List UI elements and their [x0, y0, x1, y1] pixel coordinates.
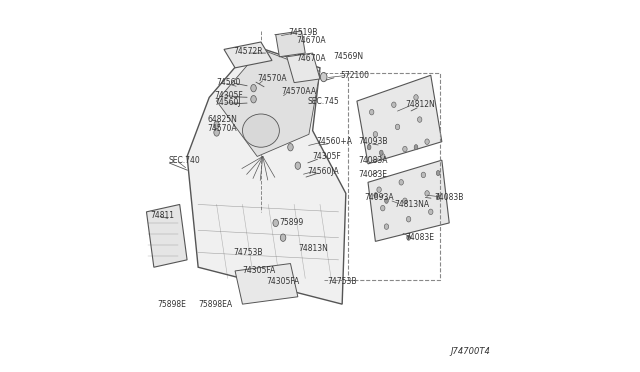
Text: 74560+A: 74560+A: [316, 137, 352, 146]
Ellipse shape: [403, 198, 407, 203]
Polygon shape: [216, 49, 320, 157]
Text: 75898EA: 75898EA: [198, 300, 232, 309]
Polygon shape: [147, 205, 187, 267]
Text: 74083E: 74083E: [405, 233, 434, 242]
Text: 74305F: 74305F: [215, 91, 244, 100]
Polygon shape: [187, 46, 346, 304]
Text: 74305FA: 74305FA: [243, 266, 276, 275]
Text: 74083B: 74083B: [435, 193, 464, 202]
Ellipse shape: [396, 124, 400, 130]
Ellipse shape: [436, 195, 440, 200]
Text: 74305F: 74305F: [312, 152, 341, 161]
Ellipse shape: [373, 132, 378, 137]
Ellipse shape: [374, 193, 378, 198]
Text: SEC.740: SEC.740: [168, 155, 200, 165]
Ellipse shape: [399, 180, 403, 185]
Ellipse shape: [414, 145, 418, 150]
Ellipse shape: [421, 172, 426, 178]
Ellipse shape: [407, 235, 410, 240]
Polygon shape: [235, 263, 298, 304]
Text: 74093A: 74093A: [364, 193, 394, 202]
Text: J74700T4: J74700T4: [450, 347, 490, 356]
Text: 74572R: 74572R: [233, 47, 263, 56]
Text: 74753B: 74753B: [328, 278, 357, 286]
Text: 74670A: 74670A: [296, 54, 326, 63]
Text: 75899: 75899: [280, 218, 303, 227]
Polygon shape: [368, 160, 449, 241]
Polygon shape: [276, 31, 305, 57]
Ellipse shape: [321, 73, 327, 82]
Polygon shape: [357, 75, 442, 164]
Ellipse shape: [429, 209, 433, 215]
Text: 74569N: 74569N: [333, 52, 363, 61]
Ellipse shape: [214, 121, 220, 129]
Ellipse shape: [251, 96, 256, 103]
Ellipse shape: [273, 219, 278, 227]
Text: 64825N: 64825N: [207, 115, 237, 124]
Ellipse shape: [381, 205, 385, 211]
Text: 74812N: 74812N: [405, 100, 435, 109]
Ellipse shape: [436, 170, 440, 176]
Text: 572100: 572100: [340, 71, 369, 80]
Ellipse shape: [384, 224, 388, 230]
Text: 74570A: 74570A: [207, 124, 237, 133]
Ellipse shape: [425, 190, 429, 196]
Ellipse shape: [280, 234, 286, 241]
Ellipse shape: [406, 217, 411, 222]
Ellipse shape: [425, 139, 429, 144]
Text: 74570A: 74570A: [257, 74, 287, 83]
Ellipse shape: [392, 102, 396, 108]
Ellipse shape: [377, 187, 381, 192]
Text: 74519B: 74519B: [289, 28, 318, 37]
Ellipse shape: [385, 198, 388, 203]
Text: 75898E: 75898E: [157, 300, 186, 309]
Text: 74305FA: 74305FA: [266, 278, 300, 286]
Ellipse shape: [380, 150, 383, 155]
Polygon shape: [224, 42, 272, 68]
Text: 74560JA: 74560JA: [307, 167, 339, 176]
Ellipse shape: [243, 114, 280, 147]
Ellipse shape: [403, 146, 407, 152]
Text: 74570AA: 74570AA: [281, 87, 316, 96]
Text: 74083E: 74083E: [359, 170, 388, 179]
Text: 74813NA: 74813NA: [394, 200, 429, 209]
Ellipse shape: [414, 94, 418, 100]
Text: 74753B: 74753B: [233, 248, 263, 257]
Ellipse shape: [381, 154, 385, 159]
Text: 74811: 74811: [150, 211, 174, 220]
Text: 74083A: 74083A: [359, 155, 388, 165]
Text: 74670A: 74670A: [296, 36, 326, 45]
Ellipse shape: [369, 109, 374, 115]
Ellipse shape: [251, 84, 256, 92]
Ellipse shape: [417, 117, 422, 122]
Text: 74560J: 74560J: [215, 99, 241, 108]
Text: 74093B: 74093B: [359, 137, 388, 146]
Ellipse shape: [295, 162, 301, 169]
Ellipse shape: [214, 129, 220, 136]
Text: 74813N: 74813N: [298, 244, 328, 253]
Ellipse shape: [288, 144, 293, 151]
Text: 74560: 74560: [216, 78, 241, 87]
Bar: [348, 73, 440, 280]
Ellipse shape: [367, 145, 371, 150]
Text: SEC.745: SEC.745: [307, 97, 339, 106]
Polygon shape: [287, 53, 320, 83]
